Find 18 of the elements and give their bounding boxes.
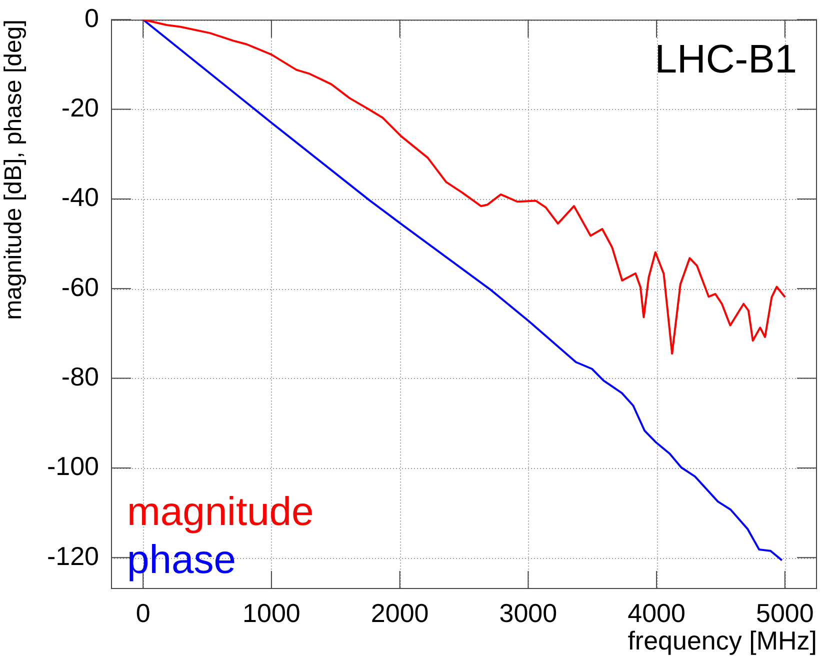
text: phase (127, 538, 236, 582)
y-tick-label: -120 (46, 540, 99, 571)
x-tick-label: 3000 (499, 598, 558, 628)
annotation: LHC-B1 (654, 38, 797, 82)
x-tick-label: 4000 (628, 598, 686, 628)
y-tick-label: -100 (46, 451, 99, 482)
x-tick-label: 5000 (756, 598, 814, 628)
x-tick-label: 1000 (242, 598, 300, 628)
x-tick-label: 0 (136, 598, 150, 628)
y-tick-label: -60 (61, 272, 99, 302)
text: magnitude (127, 490, 314, 534)
y-tick-label: -80 (61, 361, 99, 392)
y-axis-title: magnitude [dB], phase [deg] (0, 20, 28, 320)
y-tick-label: -20 (61, 92, 99, 122)
y-tick-label: 0 (84, 2, 99, 33)
x-axis-title: frequency [MHz] (628, 626, 817, 656)
x-tick-label: 2000 (370, 598, 429, 628)
y-tick-label: -40 (61, 182, 99, 212)
